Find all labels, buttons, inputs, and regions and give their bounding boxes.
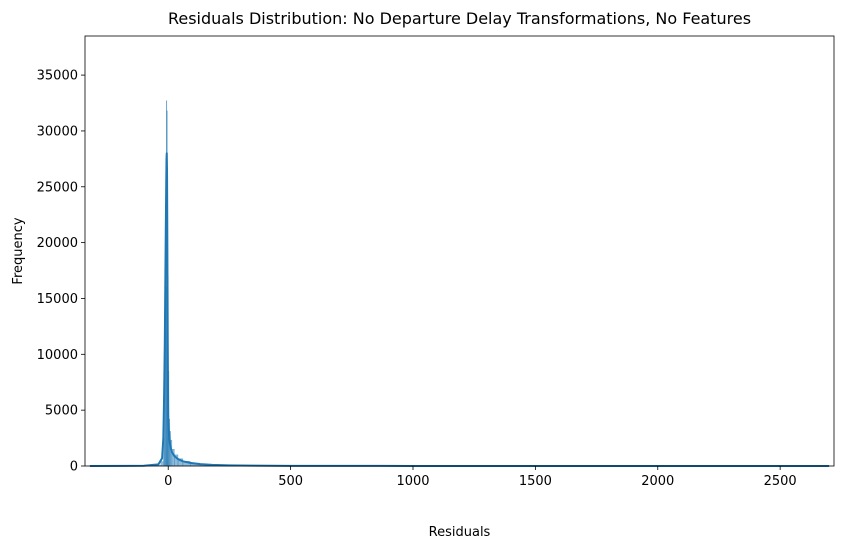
- histogram-bars: [89, 100, 830, 467]
- y-tick-label: 5000: [45, 404, 78, 419]
- x-tick-label: 2500: [764, 474, 797, 489]
- histogram-bar: [160, 461, 164, 467]
- y-tick-label: 10000: [37, 348, 78, 363]
- y-tick-label: 20000: [37, 236, 78, 251]
- y-tick-label: 25000: [37, 180, 78, 195]
- y-axis-title: Frequency: [11, 217, 26, 284]
- x-tick-label: 2000: [641, 474, 674, 489]
- y-tick-label: 30000: [37, 124, 78, 139]
- y-tick-label: 0: [70, 460, 78, 475]
- y-tick-label: 35000: [37, 69, 78, 84]
- chart-title: Residuals Distribution: No Departure Del…: [168, 9, 751, 28]
- x-tick-label: 1500: [519, 474, 552, 489]
- kde-line: [89, 152, 830, 467]
- x-tick-label: 500: [278, 474, 303, 489]
- kde-curve: [89, 152, 830, 467]
- x-tick-label: 1000: [396, 474, 429, 489]
- x-axis-ticks: 0 500 1000 1500 2000 2500: [164, 466, 797, 489]
- plot-frame: [84, 35, 835, 467]
- y-tick-label: 15000: [37, 292, 78, 307]
- y-axis-ticks: 0 5000 10000 15000 20000 25000 30000 35000: [37, 69, 85, 475]
- x-tick-label: 0: [164, 474, 172, 489]
- x-axis-title: Residuals: [429, 525, 491, 540]
